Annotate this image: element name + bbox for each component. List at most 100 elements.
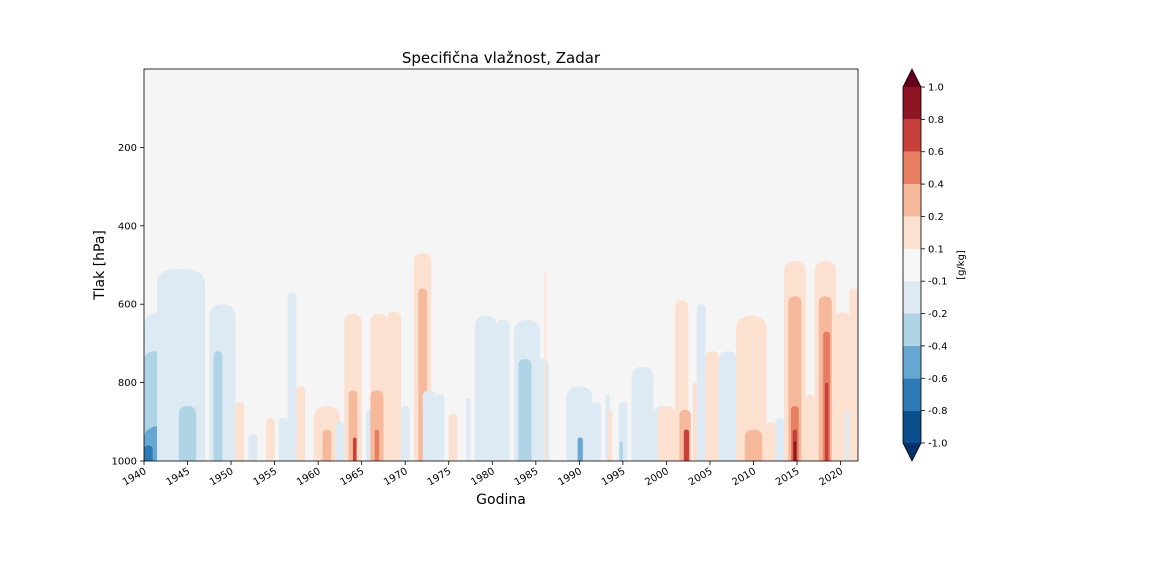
x-tick-label: 2015 [774, 466, 802, 488]
anomaly-layer [144, 253, 858, 461]
colorbar-tick-label: -1.0 [928, 439, 948, 450]
colorbar-segment [903, 216, 921, 249]
colorbar-tick-label: -0.1 [928, 277, 948, 288]
x-tick-label: 1965 [339, 466, 367, 488]
anomaly-patch [736, 315, 767, 461]
x-tick-label: 2010 [730, 466, 758, 488]
colorbar-segment [903, 87, 921, 120]
x-tick-label: 1950 [208, 466, 236, 488]
x-tick-label: 1960 [295, 466, 323, 488]
colorbar-tick-label: -0.4 [928, 341, 948, 352]
x-tick-label: 2005 [687, 466, 715, 488]
anomaly-patch [296, 386, 306, 461]
anomaly-patch [287, 292, 297, 461]
anomaly-patch [335, 421, 345, 461]
x-tick-label: 2000 [643, 466, 671, 488]
colorbar-tick-label: -0.2 [928, 309, 948, 320]
anomaly-patch [577, 437, 583, 461]
anomaly-patch [448, 413, 458, 461]
anomaly-patch [400, 406, 410, 461]
x-tick-label: 1985 [513, 466, 541, 488]
colorbar-segment [903, 281, 921, 314]
anomaly-patch [705, 351, 719, 461]
anomaly-patch [387, 312, 401, 461]
colorbar-extend-max [903, 69, 921, 87]
colorbar: -1.0 -0.8 -0.6 -0.4 -0.2 -0.1 0.1 0.2 0.4 0.6 0.8 1… [902, 68, 948, 462]
anomaly-patch [657, 406, 676, 461]
anomaly-patch [435, 394, 445, 461]
anomaly-patch [474, 315, 497, 461]
colorbar-tick-label: 0.6 [928, 147, 944, 158]
anomaly-patch [744, 429, 763, 461]
x-tick-label: 1975 [426, 466, 454, 488]
colorbar-segment [903, 345, 921, 379]
colorbar-segment [903, 151, 921, 185]
anomaly-patch [566, 386, 593, 461]
anomaly-patch [766, 421, 776, 461]
y-tick-label: 600 [118, 300, 137, 311]
anomaly-patch [235, 402, 245, 461]
colorbar-tick-label: 0.8 [928, 115, 944, 126]
y-axis-label: Tlak [hPa] [92, 230, 108, 301]
anomaly-patch [278, 417, 288, 461]
plot-area [143, 68, 859, 462]
y-axis: 200 400 600 800 1000 [112, 143, 144, 468]
x-tick-label: 2020 [818, 466, 846, 488]
colorbar-tick-label: 0.4 [928, 180, 944, 191]
x-tick-label: 1990 [556, 466, 584, 488]
y-tick-label: 800 [118, 378, 137, 389]
x-axis-label: Godina [476, 492, 526, 508]
x-tick-label: 1995 [600, 466, 628, 488]
anomaly-patch [775, 417, 784, 461]
x-tick-label: 1980 [469, 466, 497, 488]
anomaly-patch [422, 390, 436, 461]
colorbar-tick-label: -0.6 [928, 374, 948, 385]
colorbar-tick-label: 0.2 [928, 212, 944, 223]
x-tick-label: 1970 [382, 466, 410, 488]
anomaly-patch [718, 351, 737, 461]
x-tick-label: 1940 [121, 466, 149, 488]
x-axis: 1940 1945 1950 1955 1960 1965 1970 1975 1980 1985… [121, 461, 845, 488]
anomaly-patch [248, 433, 258, 461]
anomaly-patch [683, 429, 690, 461]
anomaly-patch [322, 429, 332, 461]
anomaly-patch [265, 417, 275, 461]
anomaly-patch [692, 382, 697, 461]
anomaly-patch [631, 366, 654, 461]
anomaly-patch [535, 359, 549, 461]
anomaly-patch [592, 402, 602, 461]
colorbar-segment [903, 313, 921, 346]
colorbar-extend-min [903, 443, 921, 461]
anomaly-patch [849, 288, 858, 461]
colorbar-segment [903, 119, 921, 152]
anomaly-patch [496, 319, 510, 461]
anomaly-patch [374, 429, 380, 461]
x-tick-label: 1945 [164, 466, 192, 488]
chart-title: Specifična vlažnost, Zadar [402, 49, 601, 67]
y-tick-label: 200 [118, 143, 137, 154]
colorbar-tick-label: -0.8 [928, 406, 948, 417]
y-tick-label: 400 [118, 221, 137, 232]
anomaly-patch [352, 437, 357, 461]
y-tick-label: 1000 [112, 457, 137, 468]
colorbar-segment [903, 378, 921, 411]
anomaly-patch [824, 382, 829, 461]
colorbar-segment [903, 248, 921, 282]
anomaly-patch [213, 351, 223, 461]
anomaly-patch [544, 272, 547, 461]
anomaly-patch [805, 394, 815, 461]
colorbar-tick-label: 0.1 [928, 244, 944, 255]
anomaly-patch [466, 398, 471, 461]
anomaly-patch [608, 410, 613, 461]
colorbar-label: [g/kg] [956, 250, 967, 280]
colorbar-tick-label: 1.0 [928, 83, 944, 94]
x-tick-label: 1955 [252, 466, 280, 488]
anomaly-patch [696, 304, 706, 461]
anomaly-patch [178, 406, 197, 461]
plot-frame [143, 68, 859, 462]
colorbar-segment [903, 410, 921, 443]
anomaly-patch [370, 390, 384, 461]
anomaly-patch [144, 445, 153, 461]
anomaly-patch [619, 441, 623, 461]
